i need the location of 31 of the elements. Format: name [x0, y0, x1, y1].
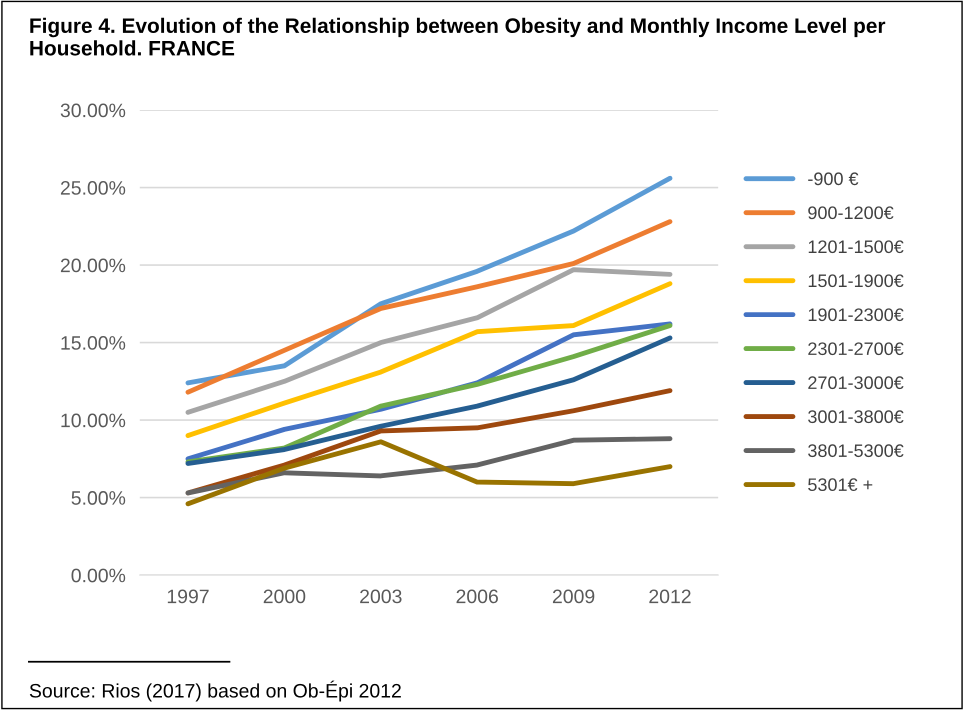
chart-title: Figure 4. Evolution of the Relationship between Obesity and Monthly Income Level per Household. FRANCE	[30, 18, 886, 56]
x-tick-label: 1997	[168, 590, 209, 604]
y-tick-label: 5.00%	[72, 491, 126, 505]
legend-label: -900 €	[808, 172, 858, 186]
y-tick-label: 30.00%	[60, 104, 126, 118]
legend-label: 3801-5300€	[808, 444, 904, 458]
x-tick-label: 2003	[360, 590, 402, 604]
legend-label: 3001-3800€	[808, 410, 904, 424]
y-tick-label: 20.00%	[60, 258, 126, 272]
legend-label: 2301-2700€	[808, 342, 904, 356]
x-tick-label: 2009	[552, 590, 594, 604]
y-tick-label: 0.00%	[72, 568, 126, 582]
y-tick-label: 10.00%	[61, 414, 126, 428]
line-series	[186, 176, 672, 386]
x-tick-label: 2006	[456, 590, 498, 604]
line-series	[186, 439, 672, 506]
line-series	[186, 267, 672, 415]
source-note: Source: Rios (2017) based on Ob-Épi 2012	[30, 680, 401, 702]
legend-label: 900-1200€	[808, 206, 894, 220]
legend-label: 2701-3000€	[808, 376, 904, 390]
line-series	[186, 436, 672, 496]
legend-label: 1901-2300€	[808, 308, 904, 322]
line-series	[186, 281, 672, 438]
x-tick-label: 2012	[649, 590, 691, 604]
x-tick-label: 2000	[264, 590, 306, 604]
y-tick-label: 15.00%	[61, 336, 126, 350]
line-series	[186, 219, 672, 395]
y-tick-label: 25.00%	[60, 181, 126, 195]
legend-label: 5301€ +	[808, 478, 872, 492]
legend-label: 1201-1500€	[808, 240, 904, 254]
legend-label: 1501-1900€	[808, 274, 904, 288]
